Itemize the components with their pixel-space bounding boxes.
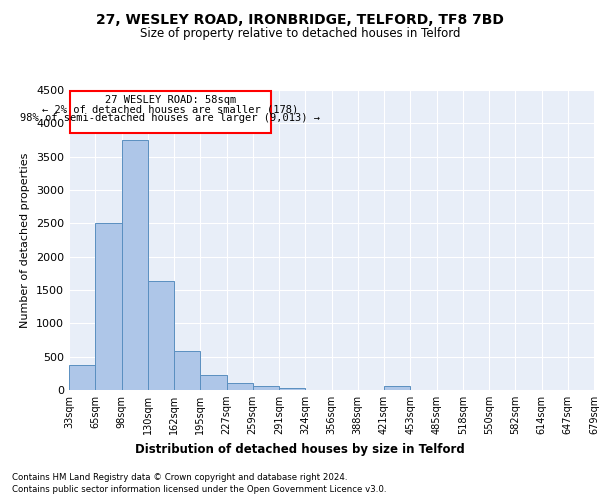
Text: 27, WESLEY ROAD, IRONBRIDGE, TELFORD, TF8 7BD: 27, WESLEY ROAD, IRONBRIDGE, TELFORD, TF…	[96, 12, 504, 26]
Bar	[279, 388, 305, 390]
Text: Distribution of detached houses by size in Telford: Distribution of detached houses by size …	[135, 442, 465, 456]
Bar	[200, 374, 227, 390]
Bar	[69, 366, 95, 390]
Bar	[253, 386, 279, 390]
Bar	[174, 350, 200, 390]
Bar	[121, 140, 148, 390]
Bar	[95, 224, 121, 390]
Text: 98% of semi-detached houses are larger (9,013) →: 98% of semi-detached houses are larger (…	[20, 112, 320, 122]
Text: 27 WESLEY ROAD: 58sqm: 27 WESLEY ROAD: 58sqm	[104, 95, 236, 105]
FancyBboxPatch shape	[70, 92, 271, 132]
Bar	[148, 280, 174, 390]
Text: ← 2% of detached houses are smaller (178): ← 2% of detached houses are smaller (178…	[42, 104, 298, 115]
Text: Contains public sector information licensed under the Open Government Licence v3: Contains public sector information licen…	[12, 485, 386, 494]
Text: Size of property relative to detached houses in Telford: Size of property relative to detached ho…	[140, 28, 460, 40]
Bar	[384, 386, 410, 390]
Bar	[227, 383, 253, 390]
Y-axis label: Number of detached properties: Number of detached properties	[20, 152, 31, 328]
Text: Contains HM Land Registry data © Crown copyright and database right 2024.: Contains HM Land Registry data © Crown c…	[12, 472, 347, 482]
